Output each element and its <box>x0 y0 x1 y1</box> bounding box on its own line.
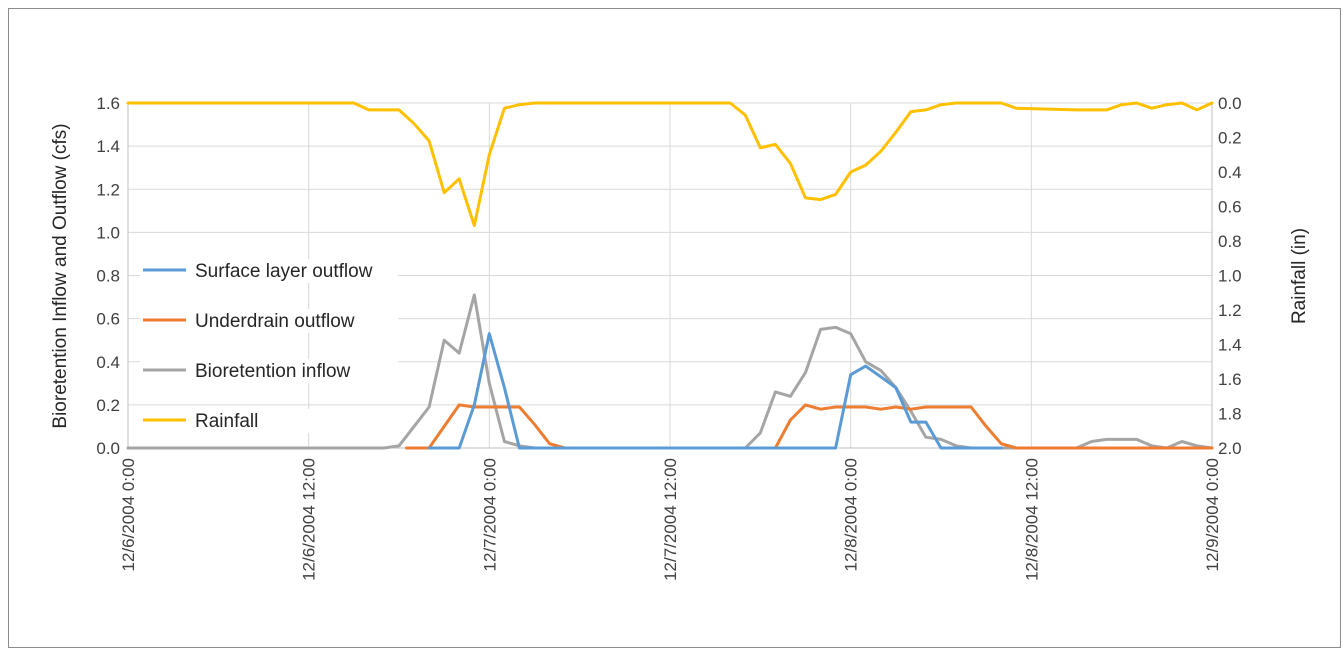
y-tick-label: 0.2 <box>96 396 120 415</box>
y-axis-title: Bioretention Inflow and Outflow (cfs) <box>50 123 71 428</box>
y2-axis-ticks: 0.0 0.2 0.4 0.6 0.8 1.0 1.2 1.4 1.6 1.8 2.0 <box>1218 94 1242 458</box>
y-tick-label: 0.0 <box>96 439 120 458</box>
y2-tick-label: 1.6 <box>1218 370 1242 389</box>
x-tick-label: 12/8/2004 0:00 <box>842 458 861 571</box>
y2-axis-title: Rainfall (in) <box>1289 228 1310 324</box>
y-tick-label: 1.4 <box>96 137 120 156</box>
legend: Surface layer outflow Underdrain outflow B… <box>140 259 398 433</box>
y-tick-label: 1.6 <box>96 94 120 113</box>
y2-tick-label: 0.0 <box>1218 94 1242 113</box>
x-tick-label: 12/7/2004 0:00 <box>480 458 499 571</box>
x-tick-label: 12/7/2004 12:00 <box>661 458 680 581</box>
series-line-underdrain-outflow <box>405 403 1214 450</box>
legend-label-rainfall: Rainfall <box>195 411 258 432</box>
x-tick-label: 12/6/2004 12:00 <box>300 458 319 581</box>
y-axis-ticks: 0.0 0.2 0.4 0.6 0.8 1.0 1.2 1.4 1.6 <box>96 94 120 458</box>
legend-label-bioretention-inflow: Bioretention inflow <box>195 361 351 382</box>
y2-tick-label: 2.0 <box>1218 439 1242 458</box>
series-lines <box>126 101 1214 450</box>
y-tick-label: 0.6 <box>96 310 120 329</box>
y2-tick-label: 0.4 <box>1218 163 1242 182</box>
x-tick-label: 12/8/2004 12:00 <box>1022 458 1041 581</box>
legend-label-surface-layer-outflow: Surface layer outflow <box>195 261 373 282</box>
y2-tick-label: 0.6 <box>1218 198 1242 217</box>
chart: 0.0 0.2 0.4 0.6 0.8 1.0 1.2 1.4 1.6 0.0 0.2 0.4 0.6… <box>50 94 1310 581</box>
y2-tick-label: 1.8 <box>1218 405 1242 424</box>
x-tick-label: 12/9/2004 0:00 <box>1203 458 1222 571</box>
y-tick-label: 1.0 <box>96 223 120 242</box>
y2-tick-label: 0.2 <box>1218 129 1242 148</box>
y2-tick-label: 1.2 <box>1218 301 1242 320</box>
x-tick-label: 12/6/2004 0:00 <box>119 458 138 571</box>
y-tick-label: 0.8 <box>96 267 120 286</box>
y-tick-label: 1.2 <box>96 180 120 199</box>
y2-tick-label: 1.0 <box>1218 267 1242 286</box>
series-line-surface-layer-outflow <box>427 332 1003 450</box>
legend-label-underdrain-outflow: Underdrain outflow <box>195 311 355 332</box>
x-axis-ticks: 12/6/2004 0:00 12/6/2004 12:00 12/7/2004 0… <box>119 458 1222 581</box>
series-line-bioretention-inflow <box>126 293 1214 450</box>
y2-tick-label: 1.4 <box>1218 336 1242 355</box>
series-line-rainfall <box>126 101 1214 227</box>
y2-tick-label: 0.8 <box>1218 232 1242 251</box>
y-tick-label: 0.4 <box>96 353 120 372</box>
